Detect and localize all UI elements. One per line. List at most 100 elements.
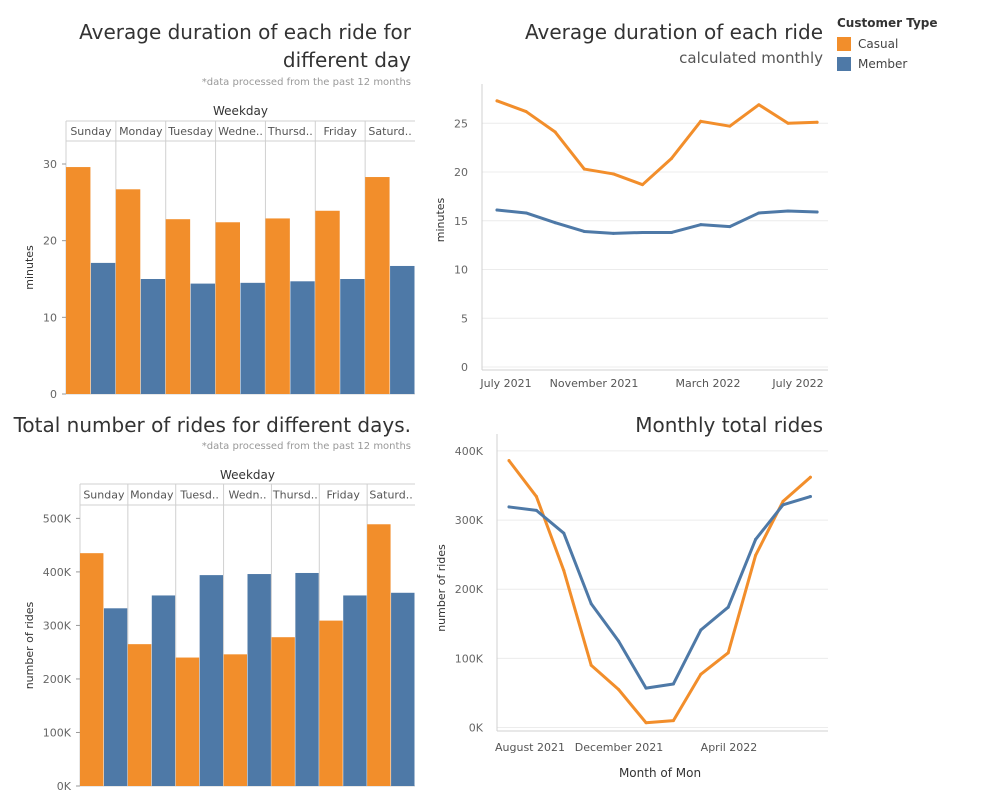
c1-bar-casual — [66, 167, 91, 394]
c2-point-casual — [641, 183, 644, 187]
c4-ytick-label: 0K — [469, 722, 484, 735]
c4-ytick-label: 300K — [455, 514, 484, 527]
c4-point-member — [726, 605, 730, 609]
chart3-note: *data processed from the past 12 months — [201, 441, 411, 452]
c3-bar-casual — [80, 553, 104, 786]
chart1-note: *data processed from the past 12 months — [201, 77, 411, 88]
c3-category-label: Thursd.. — [272, 489, 318, 502]
c4-point-member — [589, 602, 593, 606]
c4-point-casual — [726, 651, 730, 655]
c3-ytick-label: 500K — [43, 512, 72, 525]
c2-xtick-label: March 2022 — [675, 377, 740, 390]
c3-category-label: Tuesd.. — [179, 489, 219, 502]
c3-bar-casual — [271, 637, 295, 786]
c2-point-casual — [670, 156, 674, 160]
legend-label-casual: Casual — [858, 37, 899, 51]
c2-ytick-label: 5 — [461, 312, 468, 325]
c3-category-label: Monday — [130, 489, 174, 502]
c2-point-casual — [815, 120, 819, 124]
c2-point-member — [495, 208, 499, 212]
c3-ytick-label: 100K — [43, 726, 72, 739]
c1-category-label: Sunday — [70, 125, 112, 138]
c2-point-member — [815, 210, 819, 214]
c2-point-member — [611, 231, 615, 235]
c4-point-member — [781, 503, 785, 507]
c2-xtick-label: July 2021 — [479, 377, 531, 390]
c1-bar-casual — [365, 177, 390, 394]
c1-bar-member — [290, 281, 315, 394]
c3-bar-member — [343, 595, 367, 786]
c4-line-member — [507, 495, 812, 690]
c3-bar-member — [199, 575, 224, 786]
c2-point-member — [757, 211, 761, 215]
c4-point-member — [617, 639, 621, 643]
c4-xtick-label: August 2021 — [495, 741, 565, 754]
c3-category-label: Wedn.. — [229, 489, 267, 502]
c3-bar-casual — [223, 654, 247, 786]
c4-point-member — [562, 531, 566, 535]
c2-point-member — [670, 230, 674, 234]
c4-point-member — [754, 537, 758, 541]
c2-ytick-label: 25 — [454, 117, 468, 130]
c2-point-member — [641, 230, 644, 234]
legend-item-casual[interactable]: Casual — [837, 34, 938, 54]
c3-ytick-label: 200K — [43, 673, 72, 686]
c3-bar-casual — [319, 620, 343, 786]
c2-xtick-label: July 2022 — [771, 377, 823, 390]
c3-bar-member — [295, 572, 319, 786]
c4-xtick-label: December 2021 — [575, 741, 664, 754]
c4-point-member — [644, 686, 648, 690]
c3-category-label: Saturd.. — [369, 489, 412, 502]
c1-category-label: Tuesday — [167, 125, 213, 138]
c1-bar-casual — [315, 210, 340, 394]
c3-bar-member — [247, 574, 271, 786]
c1-ytick-label: 0 — [50, 388, 57, 401]
c3-bar-member — [151, 595, 176, 786]
c2-point-member — [553, 221, 557, 225]
c4-xtick-label: April 2022 — [701, 741, 758, 754]
c1-bar-casual — [115, 189, 141, 394]
c1-category-label: Thursd.. — [267, 125, 313, 138]
c2-point-casual — [699, 119, 703, 123]
c2-point-member — [786, 209, 790, 213]
c4-xlabel: Month of Mon — [619, 766, 701, 780]
c2-ylabel: minutes — [434, 197, 447, 242]
c4-point-member — [507, 505, 511, 509]
c2-point-member — [699, 223, 703, 227]
c2-point-casual — [495, 99, 499, 103]
c2-point-casual — [553, 130, 557, 134]
c4-ytick-label: 200K — [455, 583, 484, 596]
c3-ytick-label: 300K — [43, 619, 72, 632]
legend-label-member: Member — [858, 57, 908, 71]
c4-ylabel: number of rides — [435, 544, 448, 632]
c4-point-member — [808, 495, 812, 499]
c4-point-casual — [589, 663, 593, 667]
c3-column-header: Weekday — [220, 468, 275, 482]
c2-xtick-label: November 2021 — [550, 377, 639, 390]
c1-bar-member — [240, 282, 265, 394]
legend-item-member[interactable]: Member — [837, 54, 938, 74]
c4-line-casual — [507, 459, 812, 725]
c2-point-casual — [757, 103, 761, 107]
c4-point-member — [671, 682, 675, 686]
c3-bar-casual — [367, 524, 391, 786]
c4-point-casual — [507, 459, 511, 463]
c1-bar-casual — [215, 222, 240, 394]
c1-ytick-label: 10 — [43, 311, 57, 324]
c2-point-casual — [611, 172, 615, 176]
c4-ytick-label: 100K — [455, 652, 484, 665]
legend-swatch-member — [837, 57, 851, 71]
c2-ytick-label: 15 — [454, 215, 468, 228]
c4-point-casual — [644, 721, 648, 725]
legend-title: Customer Type — [837, 16, 938, 30]
c2-point-casual — [728, 124, 732, 128]
c1-ytick-label: 30 — [43, 158, 57, 171]
c2-point-member — [728, 225, 732, 229]
c4-point-casual — [671, 719, 675, 723]
c2-point-member — [582, 229, 586, 233]
chart4-title: Monthly total rides — [635, 413, 823, 437]
c1-bar-member — [340, 279, 365, 394]
c2-ytick-label: 20 — [454, 166, 468, 179]
